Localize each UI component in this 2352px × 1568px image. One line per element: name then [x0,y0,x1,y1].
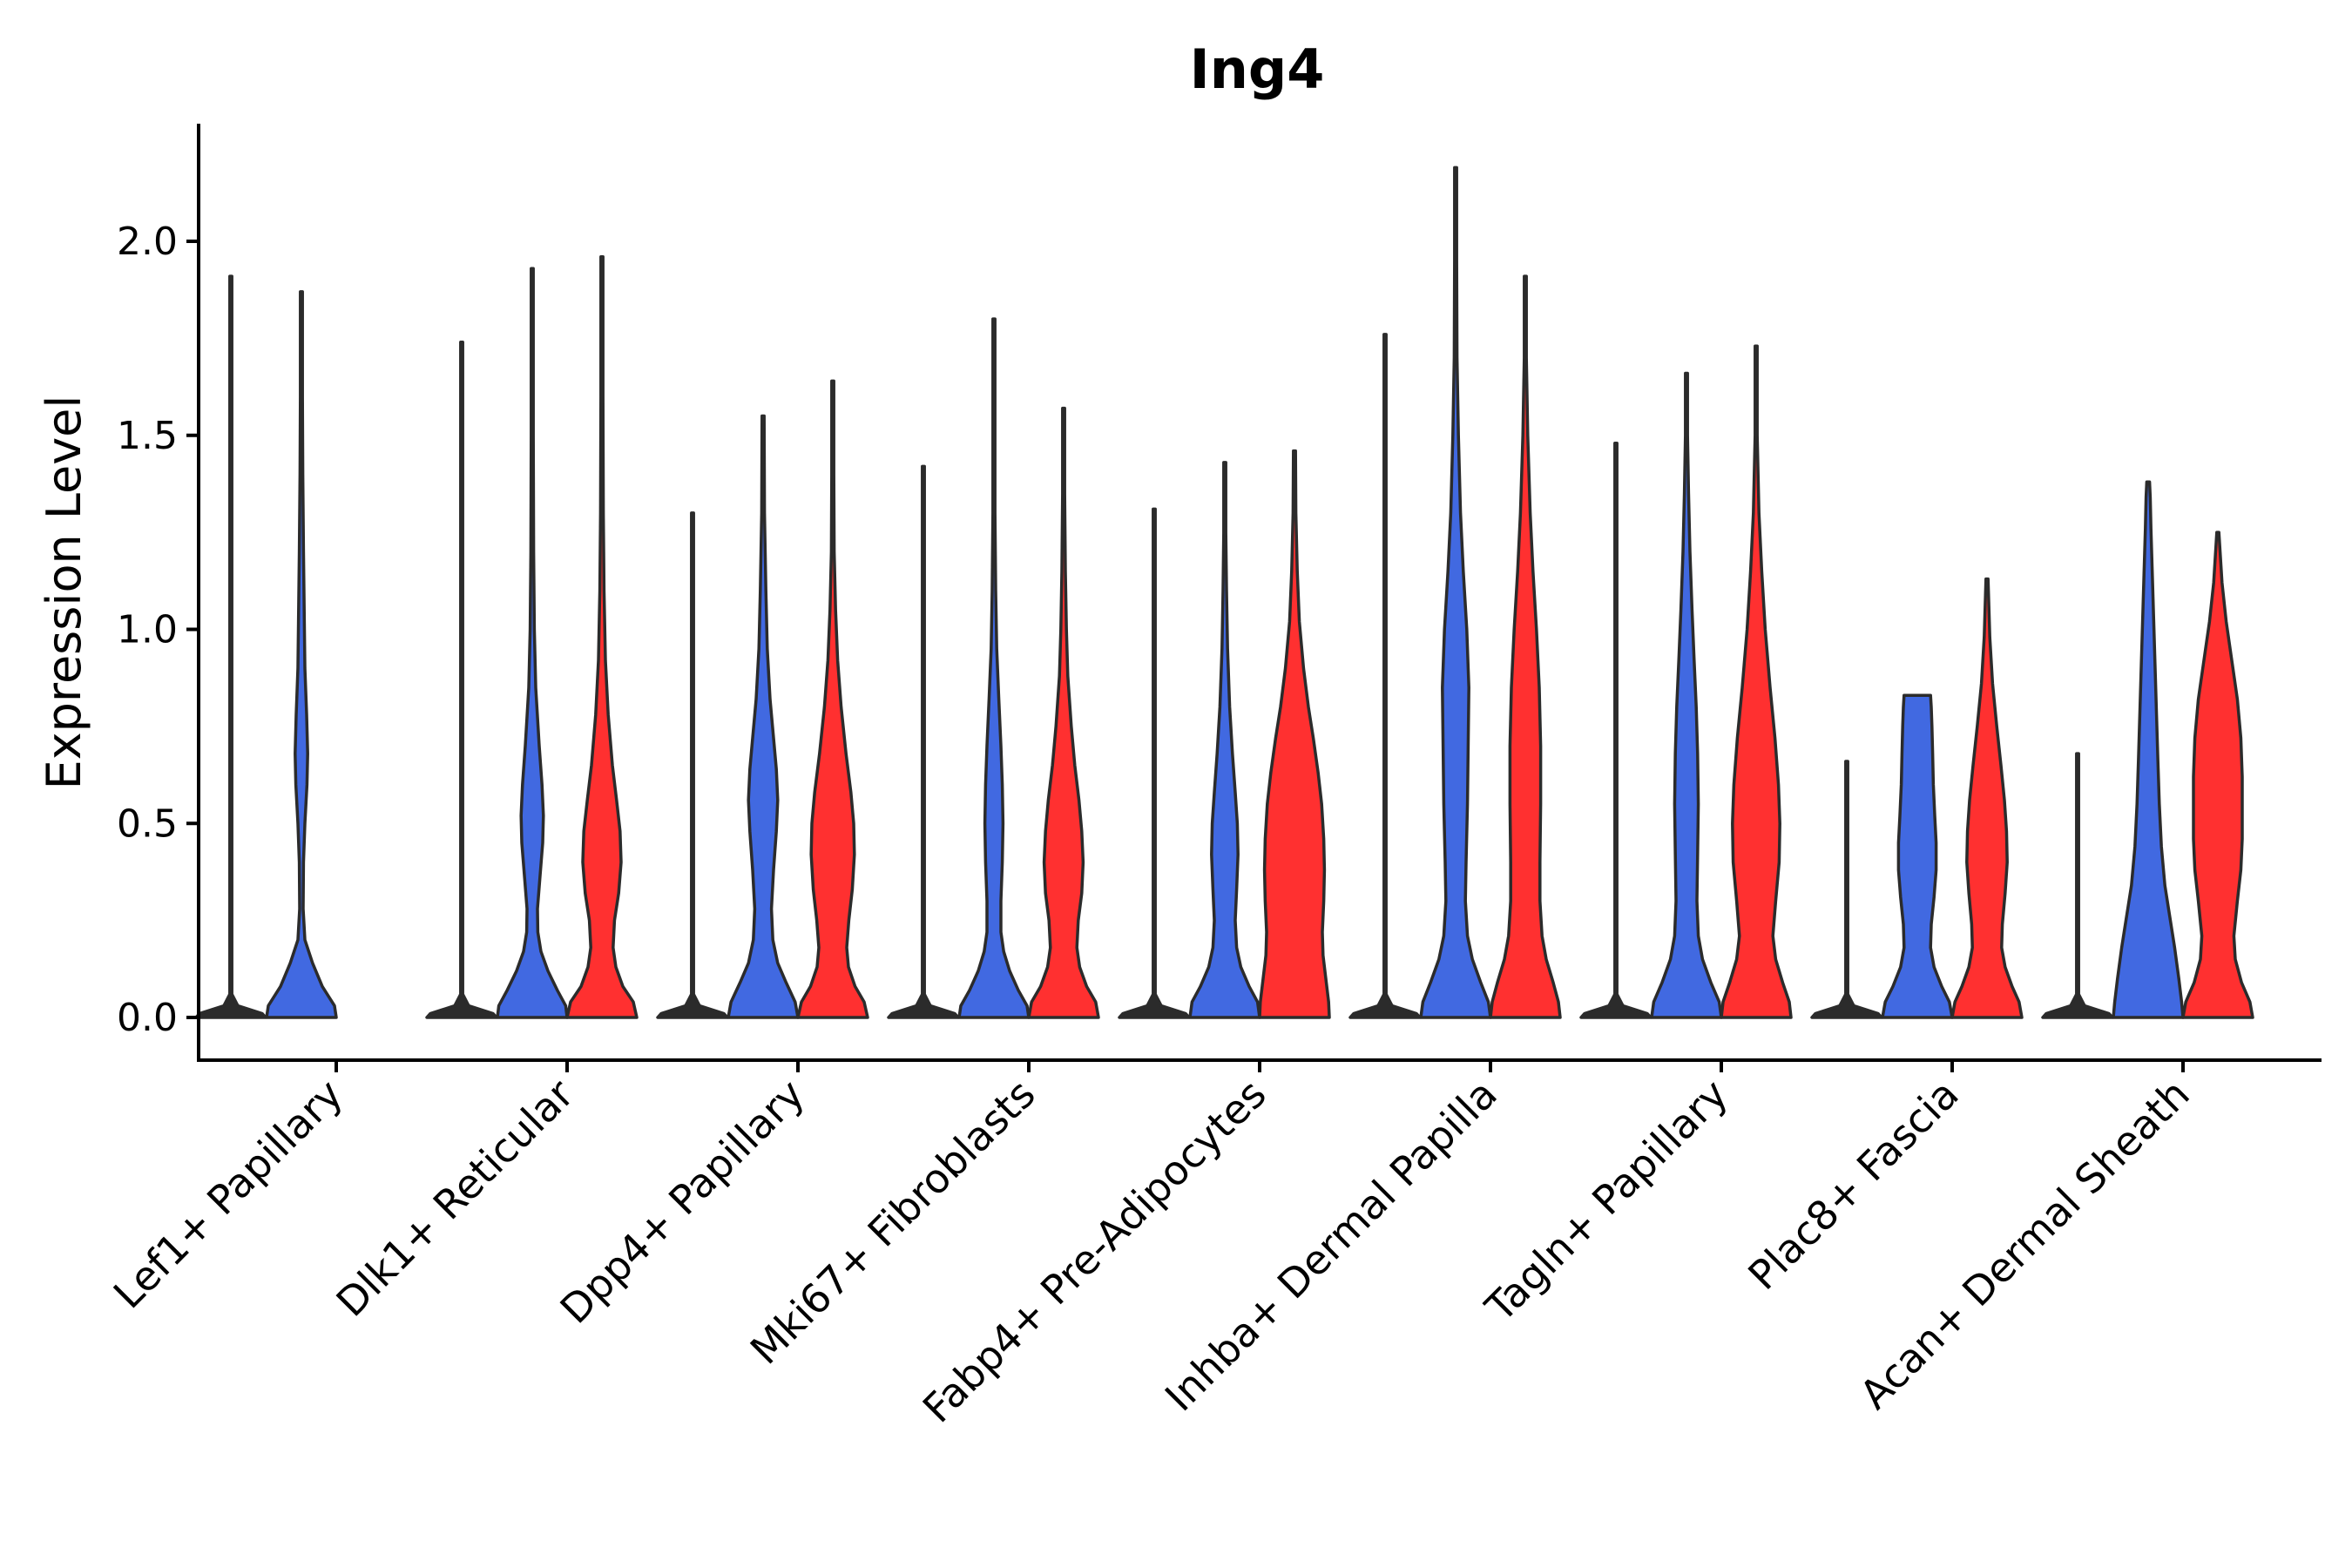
violin-7-1 [1579,441,1652,1019]
y-tick-label: 2.0 [117,220,178,264]
x-tick-label: Plac8+ Fascia [1739,1071,1967,1299]
x-tick-label: Dlk1+ Reticular [328,1071,583,1326]
chart-title: Ing4 [1190,37,1325,101]
violin-8-2 [1881,693,1954,1019]
violin-9-3 [2181,531,2254,1019]
violin-8-1 [1810,760,1883,1019]
violin-8-3 [1950,577,2024,1019]
violin-9-2 [2112,480,2185,1019]
violin-6-1 [1348,333,1422,1019]
violin-3-3 [796,379,869,1019]
violin-7-2 [1650,371,1723,1019]
violin-6-2 [1419,166,1492,1019]
violin-5-2 [1188,461,1261,1019]
y-axis-ticks: 0.0 0.5 1.0 1.5 2.0 [117,220,199,1040]
y-tick-label: 0.0 [117,996,178,1040]
x-tick-label: Lef1+ Papillary [105,1071,352,1318]
y-tick-label: 0.5 [117,801,178,846]
violin-2-2 [496,267,569,1019]
violin-2-3 [565,255,639,1019]
violin-7-3 [1720,344,1793,1019]
violin-3-1 [656,511,729,1019]
x-tick-label: Dpp4+ Papillary [551,1071,814,1333]
violin-6-3 [1489,274,1562,1019]
violin-group [194,166,2254,1019]
violin-1-1 [194,274,267,1019]
y-tick-label: 1.0 [117,608,178,652]
violin-5-1 [1118,507,1191,1019]
violin-4-3 [1027,406,1100,1019]
violin-3-2 [727,414,800,1019]
violin-2-1 [425,341,498,1019]
violin-5-3 [1258,449,1331,1019]
violin-4-1 [887,464,960,1019]
violin-4-2 [957,317,1031,1019]
x-tick-label: Tagln+ Papillary [1476,1071,1737,1332]
violin-1-2 [265,290,338,1019]
y-axis-label: Expression Level [37,395,91,790]
y-tick-label: 1.5 [117,414,178,458]
violin-9-1 [2041,752,2114,1019]
